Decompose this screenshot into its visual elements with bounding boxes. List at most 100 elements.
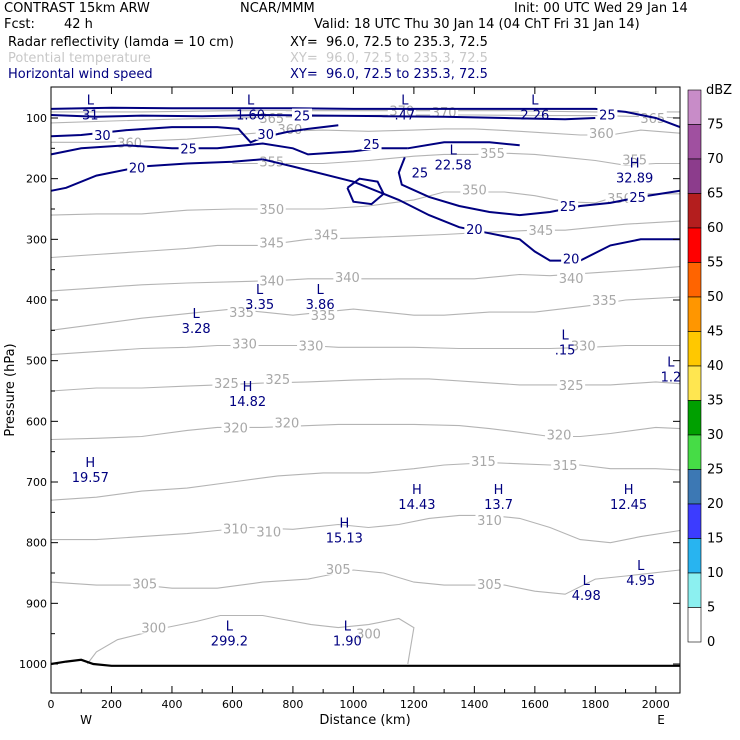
plot-frame bbox=[50, 86, 681, 694]
extremum-value: 31 bbox=[82, 109, 99, 124]
theta-label: 330 bbox=[232, 338, 257, 353]
valid-time: Valid: 18 UTC Thu 30 Jan 14 (04 ChT Fri … bbox=[314, 17, 640, 32]
theta-label: 310 bbox=[223, 523, 248, 538]
theta-label: 325 bbox=[265, 373, 290, 388]
theta-label: 340 bbox=[335, 271, 360, 286]
extremum-letter: L bbox=[226, 620, 234, 635]
theta-label-bg bbox=[590, 293, 619, 306]
wind-contour-25 bbox=[397, 157, 681, 217]
theta-contour-335 bbox=[50, 296, 681, 331]
wind-label-bg bbox=[361, 137, 382, 151]
wind-contour-25 bbox=[50, 106, 681, 129]
axes: 0 200 400 600 800 1000 1200 1400 1600 1800 2000 100… bbox=[19, 87, 680, 711]
theta-label-bg bbox=[475, 513, 504, 527]
colorbar-label: 30 bbox=[707, 428, 724, 443]
theta-label-bg bbox=[557, 271, 586, 285]
theta-label: 355 bbox=[622, 153, 647, 168]
colorbar-unit: dBZ bbox=[706, 83, 732, 98]
x-tick-label: 200 bbox=[101, 698, 122, 711]
extremum-letter: H bbox=[630, 157, 640, 172]
extremum-L: L1.90 bbox=[333, 620, 362, 650]
extremum-letter: L bbox=[247, 94, 255, 109]
extremum-letter: H bbox=[494, 483, 504, 498]
x-tick-label: 400 bbox=[161, 698, 182, 711]
field-name-reflectivity: Radar reflectivity (lamda = 10 cm) bbox=[8, 35, 234, 50]
colorbar-swatch bbox=[687, 538, 702, 574]
theta-contour-340 bbox=[50, 266, 681, 292]
extremum-value: 22.58 bbox=[435, 158, 472, 173]
extremum-L: L3.28 bbox=[182, 307, 211, 337]
colorbar-swatch bbox=[687, 607, 702, 643]
extremum-letter: L bbox=[667, 356, 675, 371]
theta-label: 315 bbox=[471, 455, 496, 470]
extremum-L: L4.98 bbox=[572, 574, 601, 604]
extremum-value: 14.82 bbox=[229, 395, 266, 410]
colorbar-swatch bbox=[687, 503, 702, 539]
theta-label: 345 bbox=[314, 228, 339, 243]
theta-label-bg bbox=[230, 336, 259, 350]
wind-label-bg bbox=[255, 126, 276, 140]
colorbar-swatch bbox=[687, 434, 702, 470]
x-tick-label: 1400 bbox=[460, 698, 488, 711]
theta-label-bg bbox=[212, 376, 241, 390]
extremum-H: H15.13 bbox=[326, 517, 363, 547]
colorbar-label: 15 bbox=[707, 532, 724, 547]
extremum-value: 1.90 bbox=[333, 635, 362, 650]
extremum-value: 4.98 bbox=[572, 589, 601, 604]
colorbar-swatch bbox=[687, 365, 702, 401]
theta-label-bg bbox=[475, 576, 504, 590]
theta-contour-300 bbox=[86, 614, 415, 665]
extremum-value: 4.95 bbox=[626, 574, 655, 589]
theta-label-bg bbox=[254, 524, 283, 538]
extremum-H: H19.57 bbox=[72, 456, 109, 486]
theta-label: 325 bbox=[214, 377, 239, 392]
wind-label: 25 bbox=[294, 110, 311, 125]
extremum-L: L.15 bbox=[555, 328, 576, 358]
extremum-letter: L bbox=[87, 94, 95, 109]
wind-contour-25 bbox=[50, 113, 596, 121]
x-tick-label: 0 bbox=[48, 698, 55, 711]
colorbar-label: 50 bbox=[707, 290, 724, 305]
theta-label: 320 bbox=[274, 417, 299, 432]
wind-label-bg bbox=[464, 222, 485, 236]
colorbar-label: 60 bbox=[707, 221, 724, 236]
theta-label: 310 bbox=[256, 526, 281, 541]
extremum-value: 3.35 bbox=[245, 298, 274, 313]
terrain-line bbox=[50, 658, 680, 667]
extremum-value: 2.26 bbox=[520, 109, 549, 124]
y-tick-label: 800 bbox=[26, 537, 47, 550]
extremum-value: 12.45 bbox=[610, 498, 647, 513]
extremum-L: L2.26 bbox=[520, 94, 549, 124]
colorbar-swatch bbox=[687, 296, 702, 332]
wind-contour-25 bbox=[50, 142, 408, 156]
colorbar-swatch bbox=[687, 469, 702, 505]
colorbar-label: 70 bbox=[707, 152, 724, 167]
colorbar-label: 0 bbox=[707, 635, 715, 650]
colorbar-label: 10 bbox=[707, 566, 724, 581]
x-tick-label: 1800 bbox=[581, 698, 609, 711]
y-tick-label: 1000 bbox=[19, 658, 47, 671]
theta-contour-315 bbox=[50, 462, 681, 501]
colorbar-swatch bbox=[687, 193, 702, 229]
theta-label-bg bbox=[551, 458, 580, 472]
wind-label-bg bbox=[597, 107, 618, 121]
theta-label: 340 bbox=[259, 275, 284, 290]
colorbar-label: 5 bbox=[707, 601, 715, 616]
y-tick-label: 500 bbox=[26, 355, 47, 368]
y-tick-label: 300 bbox=[26, 233, 47, 246]
x-axis-label: Distance (km) bbox=[319, 713, 410, 728]
colorbar-swatch bbox=[687, 572, 702, 608]
extremum-value: .47 bbox=[394, 109, 415, 124]
extremum-letter: L bbox=[450, 143, 458, 158]
theta-label-bg bbox=[354, 626, 383, 640]
colorbar-label: 55 bbox=[707, 256, 724, 271]
theta-label-bg bbox=[257, 273, 286, 287]
theta-label-bg bbox=[221, 420, 250, 434]
wind-label: 25 bbox=[180, 142, 197, 157]
theta-label-bg bbox=[545, 427, 574, 441]
extremum-value: 14.43 bbox=[398, 498, 435, 513]
theta-contour-345 bbox=[50, 220, 681, 259]
model-title: CONTRAST 15km ARW bbox=[4, 1, 150, 16]
theta-label: 335 bbox=[592, 294, 617, 309]
